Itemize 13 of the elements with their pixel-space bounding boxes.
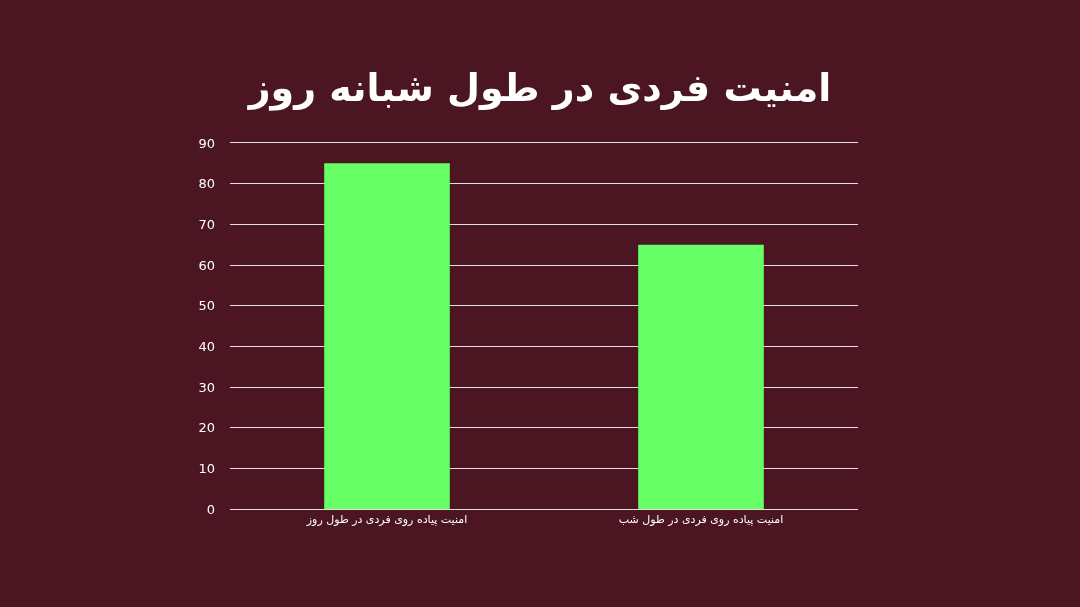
x-tick-label: امنیت پیاده روی فردی در طول شب bbox=[618, 513, 784, 527]
y-tick-label: 10 bbox=[198, 460, 215, 476]
y-tick-label: 70 bbox=[198, 216, 215, 232]
y-tick-label: 40 bbox=[198, 338, 215, 354]
y-tick-label: 60 bbox=[198, 257, 215, 273]
y-tick-label: 20 bbox=[198, 420, 215, 436]
chart-title: امنیت فردی در طول شبانه روز bbox=[246, 66, 832, 112]
x-tick-label: امنیت پیاده روی فردی در طول روز bbox=[305, 513, 468, 527]
y-tick-label: 0 bbox=[206, 501, 215, 517]
y-tick-label: 30 bbox=[198, 379, 215, 395]
y-tick-label: 90 bbox=[198, 135, 215, 151]
y-tick-label: 80 bbox=[198, 176, 215, 192]
y-tick-label: 50 bbox=[198, 298, 215, 314]
